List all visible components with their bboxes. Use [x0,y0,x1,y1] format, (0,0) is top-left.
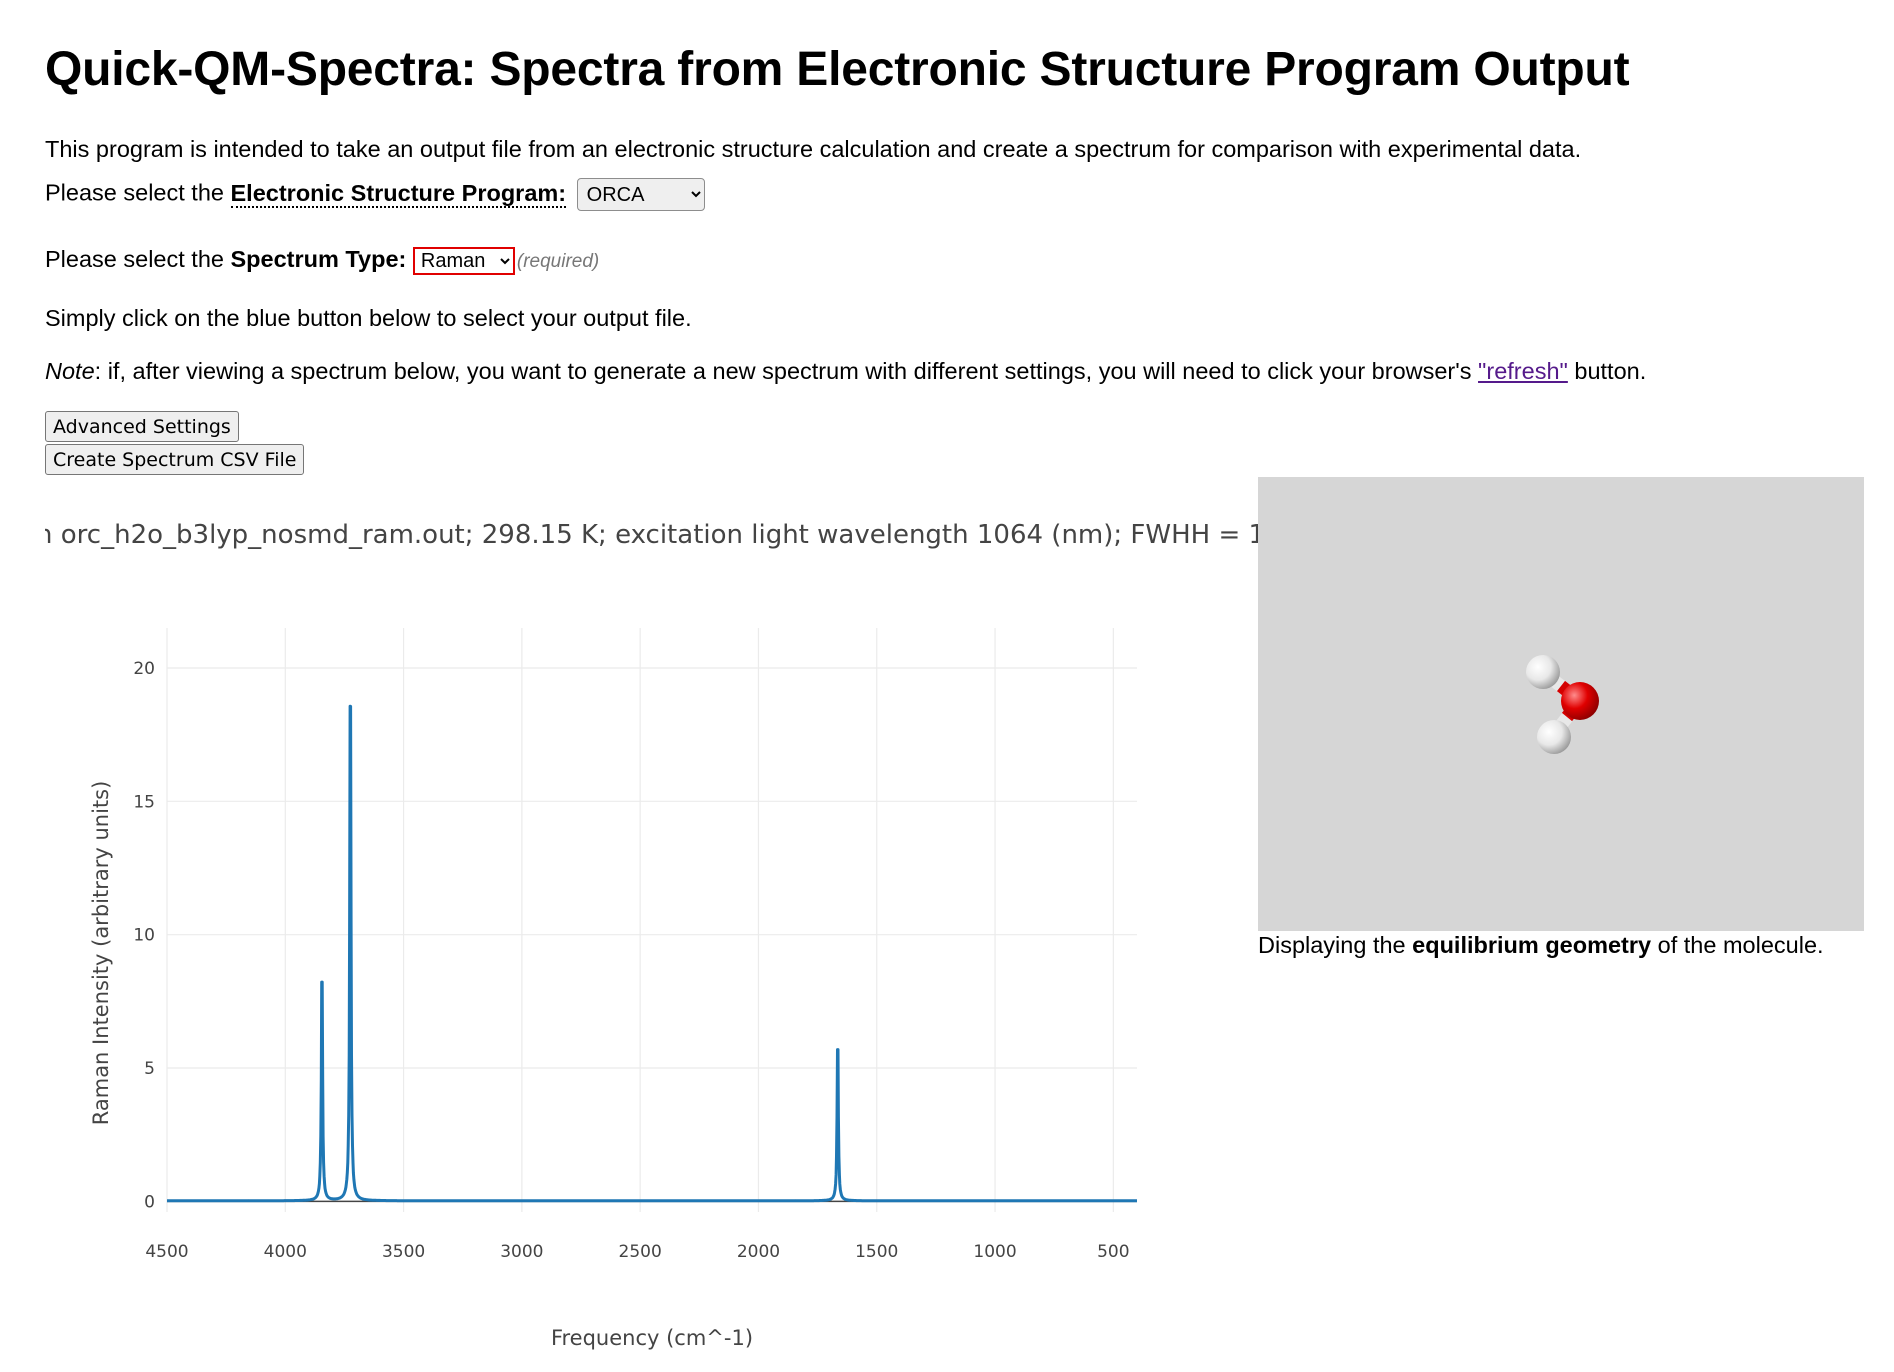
y-tick-label: 15 [133,792,155,812]
x-tick-label: 3500 [382,1242,425,1262]
oxygen-atom [1561,682,1599,720]
note-label: Note [45,358,95,384]
x-tick-label: 1000 [973,1242,1016,1262]
viewer-caption-prefix: Displaying the [1258,932,1413,958]
spectrum-peak [836,1031,840,1035]
x-tick-label: 4000 [264,1242,307,1262]
refresh-link[interactable]: "refresh" [1478,358,1568,384]
note-suffix: button. [1567,358,1647,384]
viewer-caption-bold: equilibrium geometry [1412,932,1652,958]
x-axis-ticks: 4500 4000 3500 3000 2500 2000 1500 1000 500 [145,1242,1129,1262]
molecule-canvas[interactable] [1258,477,1864,931]
page-title: Quick-QM-Spectra: Spectra from Electroni… [45,43,1630,96]
x-tick-label: 1500 [855,1242,898,1262]
instruction-text: Simply click on the blue button below to… [45,305,692,331]
x-tick-label: 2500 [619,1242,662,1262]
x-tick-label: 500 [1097,1242,1129,1262]
note-text: Note: if, after viewing a spectrum below… [45,358,1646,385]
spectrum-line [166,704,1138,1203]
intro-text: This program is intended to take an outp… [45,136,1582,162]
spectrum-caption: from orc_h2o_b3lyp_nosmd_ram.out; 298.15… [45,520,1258,550]
x-tick-label: 4500 [145,1242,188,1262]
x-axis-label: Frequency (cm^-1) [551,1326,753,1350]
y-axis-ticks: 0 5 10 15 20 [133,659,155,1212]
molecule-viewer[interactable] [1258,477,1864,931]
spectrum-peak [348,650,352,654]
program-prefix: Please select the [45,179,231,206]
spectrum-caption-container: from orc_h2o_b3lyp_nosmd_ram.out; 298.15… [45,520,1258,570]
y-tick-label: 0 [144,1192,155,1212]
x-tick-label: 2000 [737,1242,780,1262]
hydrogen-atom-2 [1537,720,1571,754]
create-csv-button[interactable]: Create Spectrum CSV File [45,444,305,475]
advanced-settings-button[interactable]: Advanced Settings [45,411,239,442]
program-label: Electronic Structure Program: [230,179,567,208]
spectrum-type-label: Spectrum Type: [230,246,407,272]
program-row: Please select the Electronic Structure P… [45,178,705,211]
note-body: : if, after viewing a spectrum below, yo… [94,358,1479,384]
spectrum-type-prefix: Please select the [45,246,231,272]
water-molecule [1526,655,1599,754]
spectrum-type-row: Please select the Spectrum Type: Raman (… [45,246,599,275]
viewer-caption: Displaying the equilibrium geometry of t… [1258,932,1824,959]
spectrum-chart[interactable]: 4500 4000 3500 3000 2500 2000 1500 1000 500 0 5 10… [40,600,1190,1360]
program-select[interactable]: ORCA [576,178,705,211]
peak-markers [320,650,840,1035]
y-tick-label: 5 [144,1059,155,1079]
spectrum-type-select[interactable]: Raman [412,247,515,275]
x-tick-label: 3000 [500,1242,543,1262]
required-hint: (required) [516,251,600,272]
y-tick-label: 10 [133,926,155,946]
chart-grid [166,628,1137,1212]
y-tick-label: 20 [133,659,155,679]
y-axis-label: Raman Intensity (arbitrary units) [89,781,113,1126]
viewer-caption-suffix: of the molecule. [1651,932,1824,958]
hydrogen-atom-1 [1526,655,1560,689]
spectrum-peak [320,957,324,961]
